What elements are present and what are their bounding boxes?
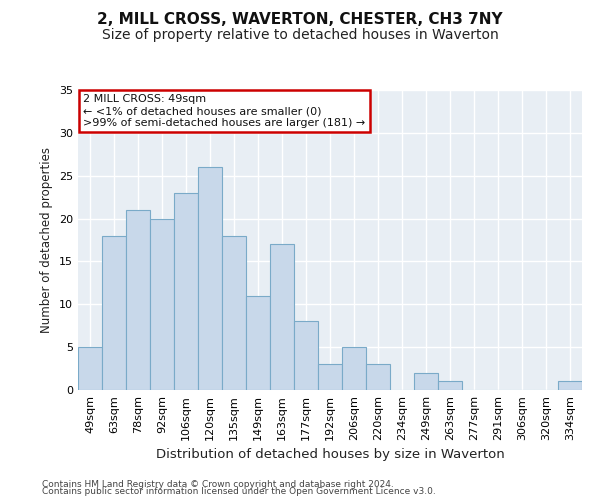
Bar <box>102 236 126 390</box>
X-axis label: Distribution of detached houses by size in Waverton: Distribution of detached houses by size … <box>155 448 505 462</box>
Bar <box>366 364 390 390</box>
Bar <box>270 244 294 390</box>
Text: Size of property relative to detached houses in Waverton: Size of property relative to detached ho… <box>101 28 499 42</box>
Bar <box>414 373 438 390</box>
Bar <box>174 193 198 390</box>
Y-axis label: Number of detached properties: Number of detached properties <box>40 147 53 333</box>
Text: Contains public sector information licensed under the Open Government Licence v3: Contains public sector information licen… <box>42 488 436 496</box>
Bar <box>150 218 174 390</box>
Bar <box>342 347 366 390</box>
Bar <box>78 347 102 390</box>
Bar <box>294 322 318 390</box>
Bar <box>438 382 462 390</box>
Bar <box>246 296 270 390</box>
Text: 2, MILL CROSS, WAVERTON, CHESTER, CH3 7NY: 2, MILL CROSS, WAVERTON, CHESTER, CH3 7N… <box>97 12 503 28</box>
Bar <box>318 364 342 390</box>
Bar <box>198 167 222 390</box>
Text: Contains HM Land Registry data © Crown copyright and database right 2024.: Contains HM Land Registry data © Crown c… <box>42 480 394 489</box>
Bar <box>126 210 150 390</box>
Bar <box>222 236 246 390</box>
Text: 2 MILL CROSS: 49sqm
← <1% of detached houses are smaller (0)
>99% of semi-detach: 2 MILL CROSS: 49sqm ← <1% of detached ho… <box>83 94 365 128</box>
Bar <box>558 382 582 390</box>
